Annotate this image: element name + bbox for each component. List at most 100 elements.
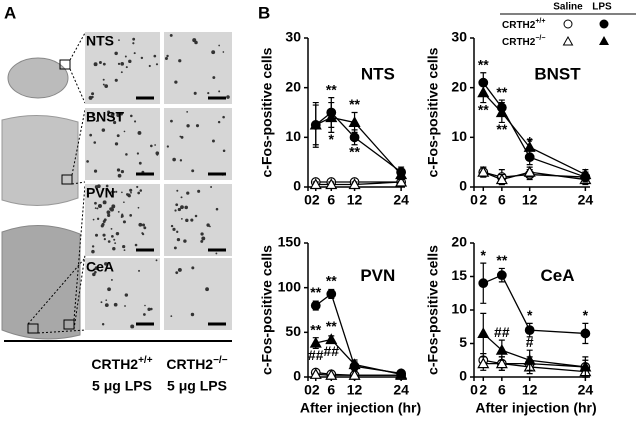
series-line	[483, 362, 586, 373]
cell	[217, 120, 221, 124]
cell	[193, 91, 197, 95]
cell	[137, 131, 142, 135]
legend-column: LPS	[592, 2, 612, 13]
point	[325, 178, 338, 190]
chart-title: BNST	[534, 65, 581, 84]
point	[310, 300, 321, 311]
x-tick-label: 2	[312, 382, 320, 398]
cell	[123, 201, 125, 204]
cell	[218, 90, 221, 93]
point	[309, 118, 322, 130]
cell	[114, 242, 117, 245]
micrograph	[85, 258, 160, 330]
point	[477, 165, 490, 177]
cell	[150, 307, 153, 311]
y-tick-label: 30	[451, 29, 467, 45]
significance-label: ##	[494, 324, 510, 340]
cell	[104, 262, 108, 266]
x-tick-label: 24	[578, 382, 594, 398]
cell	[205, 287, 209, 292]
cell	[114, 51, 118, 56]
cell	[110, 207, 114, 212]
roi-box	[63, 319, 75, 330]
cell	[180, 196, 183, 199]
point	[523, 141, 536, 152]
point	[309, 368, 322, 379]
cell	[127, 194, 131, 198]
cell	[123, 130, 126, 133]
point	[325, 333, 338, 345]
cell	[186, 110, 189, 113]
series-line	[315, 373, 402, 376]
y-axis-label: c-Fos-positive cells	[425, 47, 441, 177]
legend-marker	[563, 19, 573, 29]
cell	[105, 184, 109, 188]
cell	[93, 141, 97, 144]
cell	[86, 160, 89, 163]
cell	[177, 267, 182, 272]
cell	[124, 305, 126, 307]
cell	[116, 113, 121, 118]
region-label: BNST	[86, 109, 125, 125]
cell	[101, 128, 106, 132]
cell	[177, 207, 182, 212]
point	[524, 325, 535, 336]
point	[309, 178, 322, 190]
y-tick-label: 5	[459, 334, 467, 350]
cell	[94, 207, 97, 210]
significance-label: **	[496, 121, 507, 137]
x-tick-label: 0	[470, 192, 478, 208]
significance-label: **	[326, 318, 337, 334]
cell	[109, 191, 112, 195]
cell	[120, 170, 125, 174]
cell	[89, 133, 93, 137]
cell	[91, 92, 95, 96]
point	[579, 168, 592, 180]
cell	[95, 120, 98, 122]
cell	[176, 189, 179, 192]
legend-column: Saline	[553, 2, 583, 13]
point	[477, 327, 490, 339]
cell	[194, 40, 198, 45]
text: CRTH2	[166, 356, 213, 372]
cell	[155, 259, 158, 262]
cell	[94, 270, 97, 274]
cell	[116, 168, 121, 172]
significance-label: **	[310, 321, 321, 337]
text: +/+	[535, 18, 545, 25]
significance-label: **	[349, 143, 360, 159]
cell	[175, 271, 179, 275]
significance-label: *	[329, 131, 335, 147]
significance-label: **	[478, 101, 489, 117]
cell	[104, 84, 109, 88]
cell	[93, 62, 98, 67]
cell	[172, 157, 176, 162]
cell	[132, 42, 135, 45]
cell	[195, 124, 200, 128]
point	[325, 111, 338, 123]
cell	[123, 249, 126, 252]
legend-marker	[599, 36, 609, 45]
cell	[94, 266, 99, 270]
text: CRTH2	[502, 20, 536, 31]
group-genotype: CRTH2−/−	[166, 355, 227, 372]
cell	[141, 232, 144, 235]
x-tick-label: 12	[522, 192, 538, 208]
legend-row: CRTH2+/+	[502, 18, 545, 31]
brain-section	[1, 114, 79, 207]
cell	[125, 153, 128, 156]
significance-label: ##	[323, 343, 339, 359]
cell	[92, 272, 96, 277]
significance-label: ##	[308, 347, 324, 363]
cell	[156, 153, 159, 156]
y-tick-label: 100	[278, 278, 302, 294]
cell	[110, 278, 113, 281]
cell	[180, 217, 183, 220]
cell	[143, 313, 146, 316]
point	[495, 357, 508, 369]
point	[579, 360, 592, 372]
roi-box	[61, 174, 73, 185]
region-label: PVN	[86, 185, 115, 201]
cell	[96, 207, 99, 210]
cell	[111, 204, 116, 209]
